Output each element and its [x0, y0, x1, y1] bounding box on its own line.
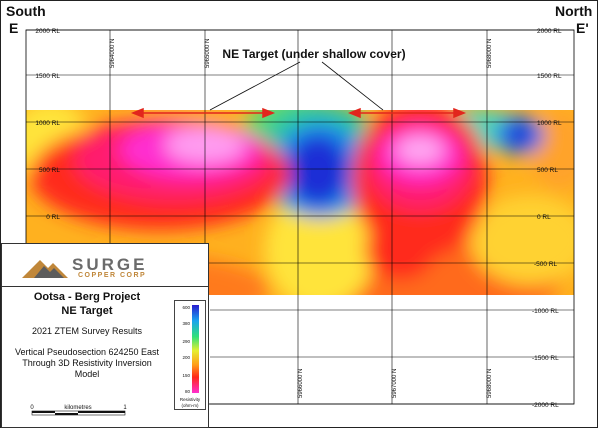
- section-description-line-2: Through 3D Resistivity Inversion: [22, 358, 152, 368]
- target-extent-arrow-left: [130, 107, 276, 119]
- legend-title: Resistivity: [180, 397, 201, 402]
- target-name: NE Target: [61, 305, 113, 317]
- northing-bottom-5968000: 5968000 N: [487, 369, 493, 398]
- elev-left-0: 0 RL: [46, 214, 60, 221]
- elev-right-1000: 1000 RL: [537, 120, 562, 127]
- scale-unit: kilometres: [64, 405, 91, 411]
- target-extent-arrow-right: [347, 107, 467, 119]
- legend-value-80: 80: [185, 389, 191, 394]
- elev-left-1500: 1500 RL: [35, 73, 60, 80]
- headline-leader-lines: [209, 61, 384, 111]
- logo-wordmark: SURGE: [72, 255, 148, 274]
- scale-end: 1: [123, 405, 127, 411]
- section-description-line-1: Vertical Pseudosection 624250 East: [14, 347, 160, 357]
- elev-right-500: 500 RL: [537, 167, 558, 174]
- northing-top-5968000: 5968000 N: [487, 39, 493, 68]
- northing-top-5965000: 5965000 N: [205, 39, 211, 68]
- elev-right-minus1000: -1000 RL: [532, 308, 559, 315]
- elev-right-minus1500: -1500 RL: [532, 355, 559, 362]
- project-name: Ootsa - Berg Project: [33, 291, 141, 303]
- title-block: SURGE COPPER CORP Ootsa - Berg Project N…: [1, 243, 209, 428]
- elev-right-2000: 2000 RL: [537, 28, 562, 35]
- corner-label-e-prime: E': [576, 20, 589, 36]
- northing-bottom-5966000: 5966000 N: [298, 369, 304, 398]
- surge-logo: SURGE COPPER CORP: [2, 244, 208, 287]
- section-border: [25, 29, 575, 405]
- legend-value-380: 380: [182, 321, 190, 326]
- legend-value-150: 150: [182, 373, 190, 378]
- section-description: Vertical Pseudosection 624250 East Throu…: [2, 347, 172, 380]
- corner-label-north: North: [555, 3, 593, 19]
- survey-name: 2021 ZTEM Survey Results: [31, 326, 143, 336]
- corner-label-south: South: [6, 3, 46, 19]
- legend-value-600: 600: [182, 305, 190, 310]
- target-headline: NE Target (under shallow cover): [222, 47, 405, 61]
- elev-left-1000: 1000 RL: [35, 120, 60, 127]
- resistivity-legend: 600 380 290 200 150 80 Resistivity (ohm-…: [174, 300, 206, 410]
- scale-start: 0: [30, 405, 34, 411]
- logo-tagline: COPPER CORP: [78, 272, 147, 279]
- elev-right-minus2000: -2000 RL: [532, 402, 559, 409]
- northing-bottom-5967000: 5967000 N: [392, 369, 398, 398]
- elev-right-0: 0 RL: [537, 214, 551, 221]
- northing-top-5964000: 5964000 N: [110, 39, 116, 68]
- legend-value-200: 200: [182, 355, 190, 360]
- legend-value-290: 290: [182, 339, 190, 344]
- elev-left-500: 500 RL: [39, 167, 60, 174]
- legend-colour-ramp: [192, 305, 199, 393]
- scale-bar: 0 kilometres 1: [30, 405, 127, 416]
- elev-right-minus500: -500 RL: [534, 261, 558, 268]
- mountain-logo-icon: [22, 260, 68, 278]
- section-description-line-3: Model: [74, 369, 100, 379]
- northing-gridlines: [109, 30, 488, 404]
- corner-label-e: E: [9, 20, 19, 36]
- legend-unit: (ohm-m): [182, 403, 199, 408]
- elev-left-2000: 2000 RL: [35, 28, 60, 35]
- elev-right-1500: 1500 RL: [537, 73, 562, 80]
